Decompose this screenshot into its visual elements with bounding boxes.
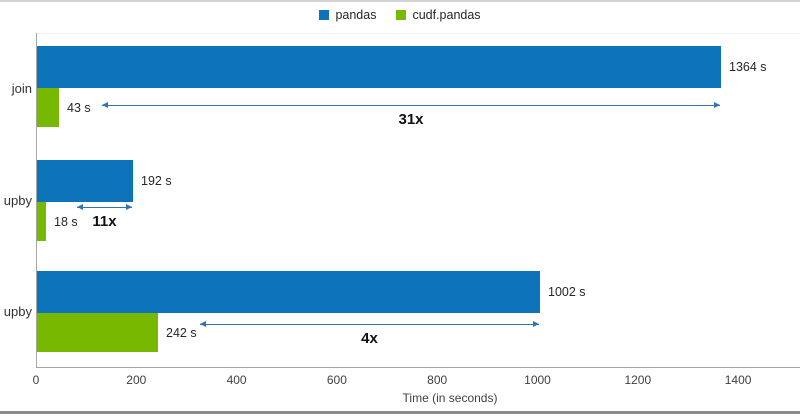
speedup-arrow [77, 204, 132, 210]
bar-pandas-upby [37, 160, 133, 202]
arrowhead-right-icon [714, 102, 720, 108]
square-swatch-icon [319, 10, 330, 20]
y-axis-category-label: join [11, 81, 32, 96]
speedup-arrow [102, 102, 720, 108]
y-axis-line [36, 33, 37, 367]
x-tick-label-600: 600 [326, 373, 347, 387]
x-tick-label-800: 800 [427, 373, 448, 387]
x-tick-label-400: 400 [226, 373, 247, 387]
x-tick-label-200: 200 [126, 373, 147, 387]
bar-pandas-join [37, 46, 721, 88]
chart-legend: pandas cudf.pandas [0, 5, 800, 25]
arrowhead-left-icon [102, 102, 108, 108]
x-axis-tick-labels: 0 200 400 600 800 1000 1200 1400 [0, 373, 800, 389]
speedup-label: 11x [92, 213, 117, 230]
x-tick-label-1400: 1400 [724, 373, 752, 387]
y-axis-category-label: upby [3, 193, 32, 208]
speedup-label: 31x [398, 111, 424, 128]
arrowhead-left-icon [77, 204, 83, 210]
bar-cudf-pandas-upby [37, 313, 158, 352]
legend-item-pandas: pandas [319, 8, 376, 22]
plot-area: join 1364 s 43 s 31x upby 192 s 18 s 11x upby 100… [0, 33, 800, 368]
x-axis-line [36, 367, 800, 368]
plot-top-border [36, 33, 800, 34]
bar-value-label-pandas: 192 s [141, 174, 172, 188]
x-axis-title-text: Time (in seconds) [402, 391, 498, 405]
speedup-arrow [200, 321, 539, 327]
bar-value-label-cudf-pandas: 242 s [166, 325, 197, 340]
x-tick-label-0: 0 [32, 373, 40, 387]
arrowhead-right-icon [126, 204, 132, 210]
x-tick-label-1000: 1000 [524, 373, 551, 387]
arrowhead-left-icon [200, 321, 206, 327]
speedup-label: 4x [361, 330, 378, 347]
y-axis-category-label: upby [3, 304, 32, 319]
legend-label: cudf.pandas [412, 8, 481, 22]
legend-label: pandas [335, 8, 377, 22]
bar-value-label-cudf-pandas: 18 s [54, 214, 78, 229]
top-border-strip [0, 0, 800, 2]
bottom-border-strip [0, 411, 800, 414]
bar-value-label-cudf-pandas: 43 s [67, 100, 91, 115]
legend-item-cudf-pandas: cudf.pandas [396, 8, 481, 22]
arrowhead-right-icon [533, 321, 539, 327]
bar-value-label-pandas: 1364 s [729, 60, 767, 74]
bar-cudf-pandas-join [37, 88, 59, 127]
bar-pandas-upby [37, 271, 540, 313]
bar-cudf-pandas-upby [37, 202, 46, 241]
x-tick-label-1200: 1200 [624, 373, 652, 387]
bar-value-label-pandas: 1002 s [548, 285, 586, 299]
square-swatch-icon [396, 10, 407, 20]
